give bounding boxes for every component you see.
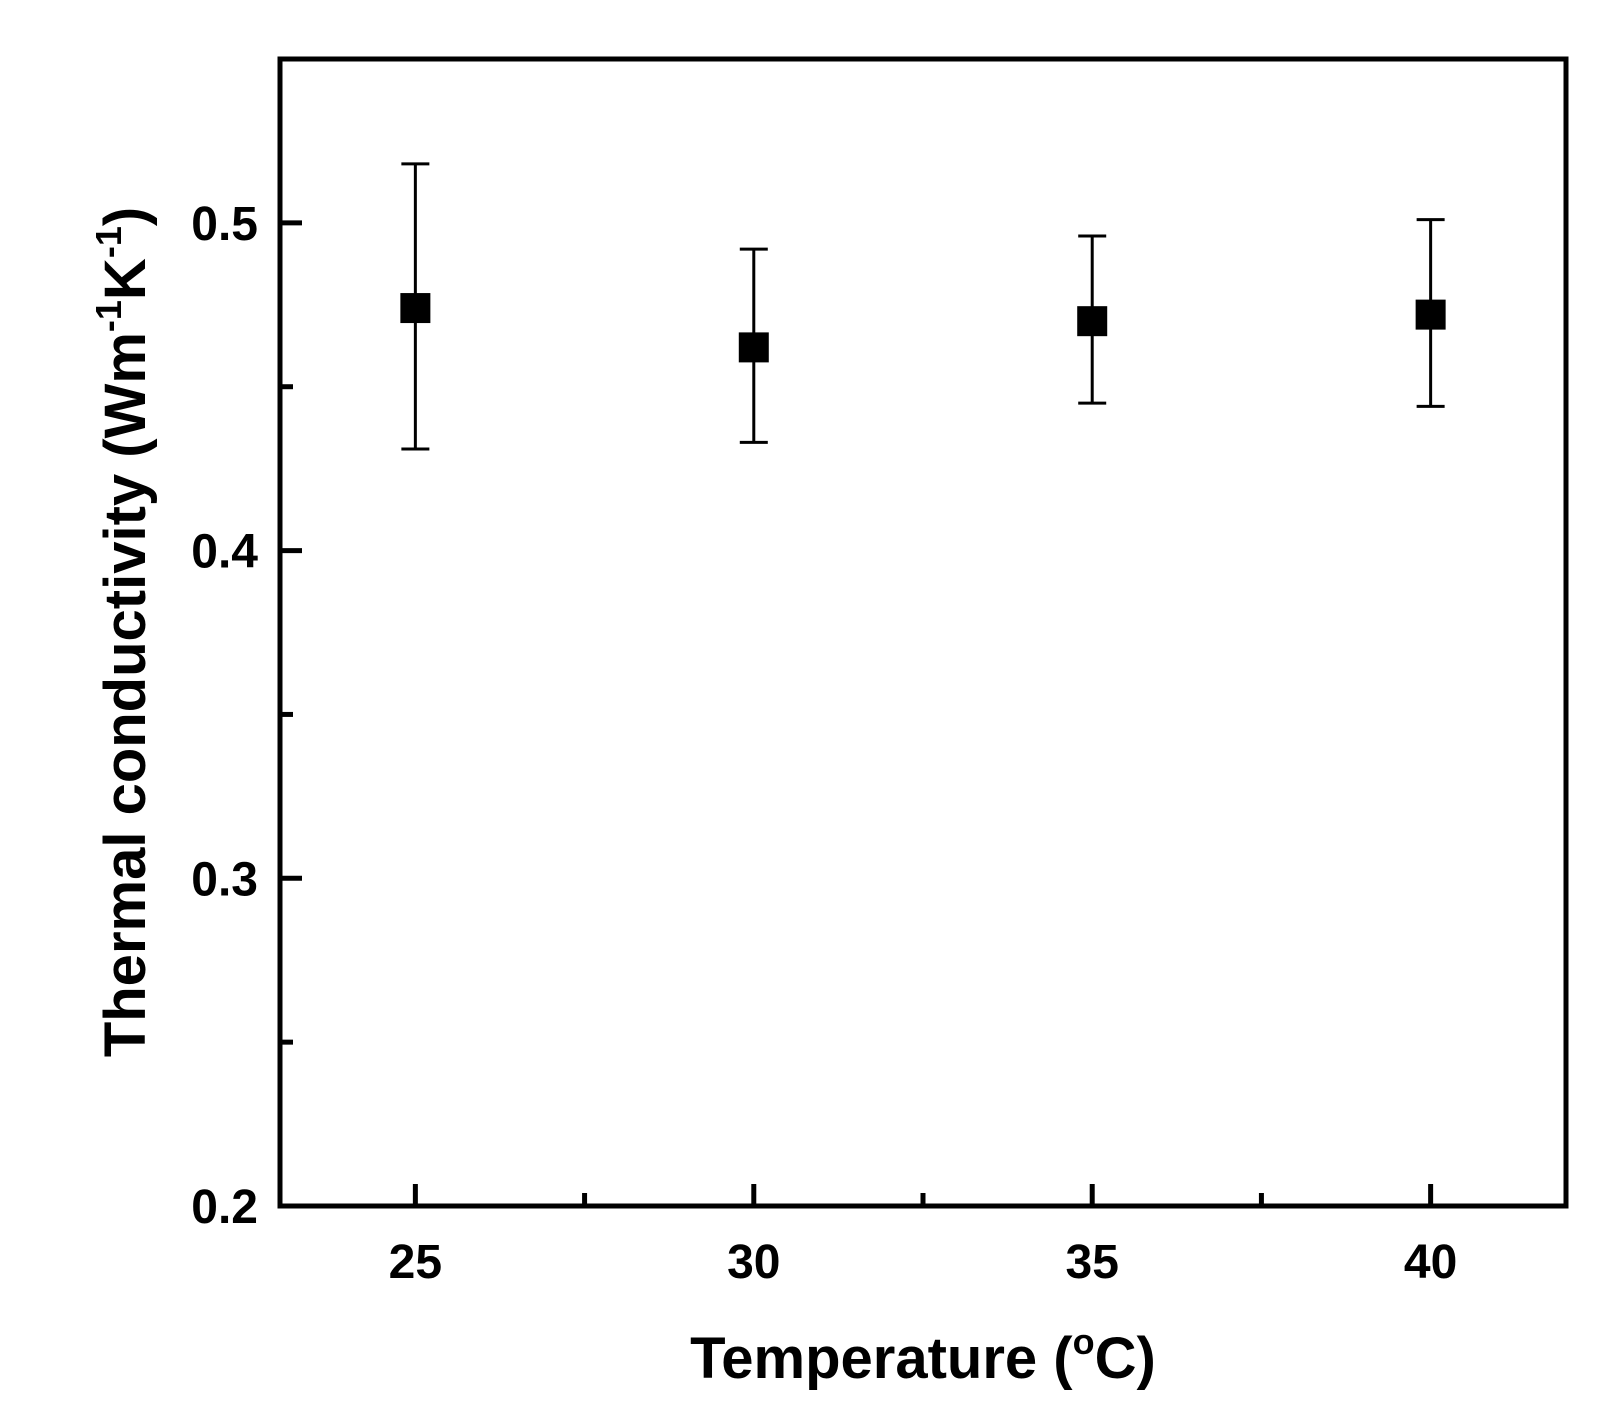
plot-frame <box>277 56 1569 1209</box>
data-point <box>1077 306 1108 337</box>
y-tick-label: 0.5 <box>191 198 258 251</box>
x-tick-label: 30 <box>727 1236 780 1289</box>
x-tick-label: 35 <box>1066 1236 1119 1289</box>
data-points <box>400 293 1446 363</box>
y-tick-label: 0.4 <box>191 526 258 579</box>
data-point <box>738 332 769 363</box>
x-axis-title: Temperature (oC) <box>690 1321 1156 1391</box>
x-tick-label: 40 <box>1404 1236 1457 1289</box>
y-tick-label: 0.3 <box>191 853 258 906</box>
y-tick-label: 0.2 <box>191 1181 258 1234</box>
data-point <box>400 293 431 324</box>
axis-tick-labels: 25 30 35 40 0.2 0.3 0.4 0.5 <box>191 198 1457 1289</box>
axis-ticks <box>280 220 1434 1209</box>
y-axis-title: Thermal conductivity (Wm-1K-1) <box>88 207 158 1057</box>
error-bars <box>401 162 1445 451</box>
data-point <box>1415 299 1446 330</box>
x-tick-label: 25 <box>389 1236 442 1289</box>
